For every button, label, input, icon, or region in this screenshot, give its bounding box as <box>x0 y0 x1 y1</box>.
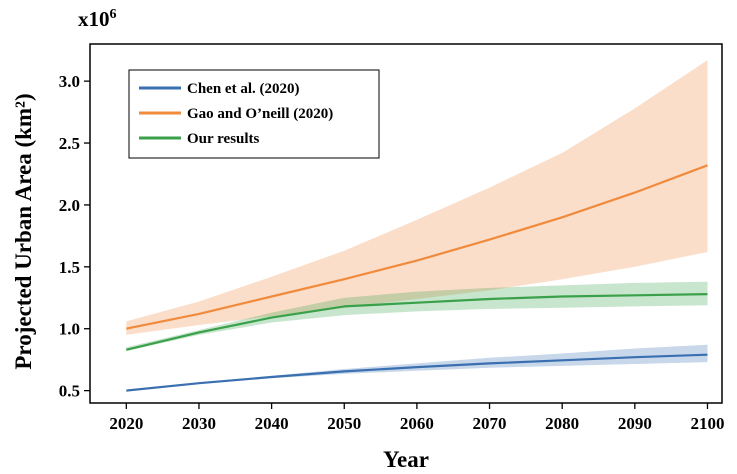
x-tick-label: 2090 <box>618 414 652 433</box>
y-axis-title: Projected Urban Area (km²) <box>11 93 36 369</box>
x-tick-label: 2040 <box>255 414 289 433</box>
y-tick-label: 3.0 <box>59 72 80 91</box>
band-series-2 <box>126 281 708 351</box>
line-series-1 <box>126 164 708 330</box>
x-tick-label: 2030 <box>182 414 216 433</box>
line-series-2 <box>126 293 708 351</box>
plot-frame <box>89 43 723 404</box>
x-tick-label: 2100 <box>690 414 724 433</box>
legend-label-1: Gao and O’neill (2020) <box>187 106 333 122</box>
multiplier-exponent: 6 <box>110 7 117 22</box>
y-tick-label: 2.0 <box>59 196 80 215</box>
x-tick-label: 2020 <box>109 414 143 433</box>
x-tick-label: 2070 <box>473 414 507 433</box>
y-axis: 0.5 1.0 1.5 2.0 2.5 3.0 <box>59 72 90 401</box>
multiplier-base: x10 <box>78 7 110 31</box>
x-tick-label: 2060 <box>400 414 434 433</box>
x-tick-label: 2080 <box>545 414 579 433</box>
y-tick-label: 0.5 <box>59 382 80 401</box>
y-tick-label: 2.5 <box>59 134 80 153</box>
y-tick-label: 1.5 <box>59 258 80 277</box>
y-multiplier-label: x106 <box>78 7 117 31</box>
series-lines <box>126 164 708 392</box>
x-tick-label: 2050 <box>327 414 361 433</box>
legend-label-0: Chen et al. (2020) <box>187 81 300 97</box>
line-series-0 <box>126 353 708 392</box>
x-axis-title: Year <box>383 447 429 472</box>
y-tick-label: 1.0 <box>59 320 80 339</box>
band-series-1 <box>126 60 708 335</box>
legend: Chen et al. (2020) Gao and O’neill (2020)… <box>128 69 380 159</box>
x-axis: 2020 2030 2040 2050 2060 2070 2080 2090 2100 <box>109 403 724 433</box>
legend-label-2: Our results <box>187 131 260 147</box>
